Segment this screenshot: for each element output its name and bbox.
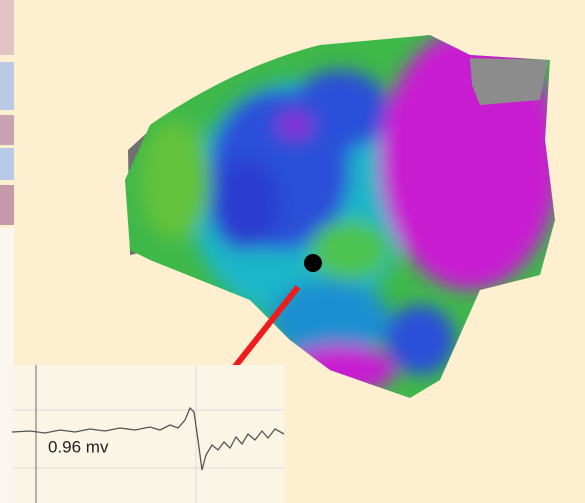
signal-trace: [11, 406, 285, 471]
strip-part: [0, 228, 14, 503]
sample-point: [304, 254, 322, 272]
strip-part: [0, 185, 14, 225]
inset-background: [12, 365, 284, 503]
patch: [385, 305, 455, 375]
patch: [140, 120, 210, 240]
signal-label: 0.96 mv: [48, 437, 109, 456]
patch: [290, 70, 390, 150]
map-grey-area: [470, 58, 548, 105]
patch: [270, 280, 390, 360]
left-image-strip: [0, 0, 14, 503]
strip-part: [0, 115, 14, 145]
patch: [277, 111, 313, 139]
patch: [310, 220, 390, 280]
strip-part: [0, 0, 14, 55]
map-patches: [140, 35, 555, 395]
patch: [210, 160, 280, 250]
signal-inset: 0.96 mv: [11, 365, 285, 503]
strip-part: [0, 148, 14, 180]
strip-part: [0, 62, 14, 110]
